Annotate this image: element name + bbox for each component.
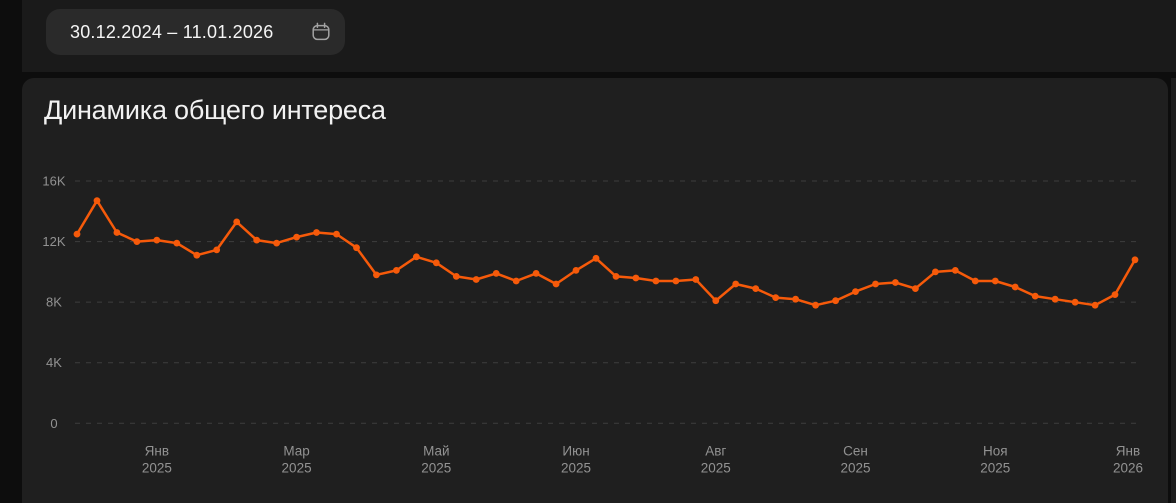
data-point[interactable] bbox=[971, 277, 979, 285]
x-axis-year-label: 2026 bbox=[1113, 461, 1143, 476]
y-axis-tick-label: 12K bbox=[42, 234, 65, 249]
chart-card: Динамика общего интереса 0 4K 8K 12K 16K Янв 2… bbox=[22, 78, 1168, 503]
data-point[interactable] bbox=[413, 253, 420, 261]
data-point[interactable] bbox=[912, 285, 919, 292]
x-axis-year-label: 2025 bbox=[840, 461, 870, 476]
data-point[interactable] bbox=[93, 197, 101, 205]
data-point[interactable] bbox=[612, 273, 620, 280]
x-axis-month-label: Ноя bbox=[983, 444, 1008, 459]
data-point[interactable] bbox=[393, 267, 400, 274]
x-axis-month-label: Янв bbox=[1116, 444, 1140, 459]
date-range-picker[interactable]: 30.12.2024 – 11.01.2026 bbox=[46, 9, 345, 55]
data-point[interactable] bbox=[373, 271, 380, 279]
data-point[interactable] bbox=[1051, 295, 1059, 303]
x-axis-year-label: 2025 bbox=[980, 461, 1010, 476]
data-point[interactable] bbox=[1111, 291, 1119, 298]
x-axis-year-label: 2025 bbox=[142, 461, 172, 476]
data-point[interactable] bbox=[572, 267, 580, 274]
data-point[interactable] bbox=[293, 233, 300, 241]
x-axis-month-label: Сен bbox=[843, 444, 868, 459]
header-bar: 30.12.2024 – 11.01.2026 bbox=[22, 0, 1176, 72]
data-point[interactable] bbox=[1031, 292, 1039, 300]
trend-line bbox=[75, 199, 1137, 307]
data-point[interactable] bbox=[991, 277, 999, 285]
y-axis-tick-label: 4K bbox=[46, 355, 62, 370]
data-point[interactable] bbox=[512, 277, 520, 285]
data-point[interactable] bbox=[732, 280, 740, 288]
data-point[interactable] bbox=[73, 230, 81, 238]
date-range-label: 30.12.2024 – 11.01.2026 bbox=[70, 21, 274, 42]
data-point[interactable] bbox=[432, 259, 440, 267]
adjacent-panel-edge bbox=[1171, 78, 1176, 503]
data-point[interactable] bbox=[951, 267, 959, 274]
data-point[interactable] bbox=[932, 268, 939, 276]
calendar-icon bbox=[310, 21, 332, 43]
data-point[interactable] bbox=[812, 301, 819, 309]
data-point[interactable] bbox=[173, 239, 181, 247]
data-point[interactable] bbox=[532, 270, 540, 277]
data-point[interactable] bbox=[313, 229, 320, 236]
chart-title: Динамика общего интереса bbox=[44, 95, 386, 125]
data-point[interactable] bbox=[133, 238, 141, 246]
data-point[interactable] bbox=[353, 244, 360, 252]
data-point[interactable] bbox=[253, 236, 261, 244]
data-point[interactable] bbox=[752, 285, 760, 292]
data-point[interactable] bbox=[832, 297, 839, 305]
data-point[interactable] bbox=[153, 236, 161, 244]
x-axis-month-label: Июн bbox=[562, 444, 589, 459]
data-point[interactable] bbox=[1131, 256, 1139, 264]
data-point[interactable] bbox=[872, 280, 879, 288]
data-point[interactable] bbox=[652, 277, 660, 285]
x-axis-month-label: Мар bbox=[283, 444, 309, 459]
data-point[interactable] bbox=[452, 273, 460, 280]
data-point[interactable] bbox=[213, 246, 221, 254]
data-point[interactable] bbox=[772, 294, 780, 301]
x-axis-month-label: Май bbox=[423, 444, 449, 459]
data-point[interactable] bbox=[692, 276, 700, 283]
x-axis-year-label: 2025 bbox=[421, 461, 451, 476]
data-point[interactable] bbox=[892, 279, 899, 286]
x-axis-month-label: Янв bbox=[145, 444, 169, 459]
data-point[interactable] bbox=[472, 276, 480, 283]
data-point[interactable] bbox=[233, 218, 241, 226]
data-point[interactable] bbox=[193, 251, 201, 259]
data-point[interactable] bbox=[113, 229, 121, 236]
data-point[interactable] bbox=[852, 288, 859, 295]
x-axis-year-label: 2025 bbox=[282, 461, 312, 476]
data-point[interactable] bbox=[1091, 301, 1099, 309]
y-axis-tick-label: 0 bbox=[50, 416, 57, 431]
data-point[interactable] bbox=[333, 230, 340, 238]
y-axis-tick-label: 8K bbox=[46, 295, 62, 310]
data-point[interactable] bbox=[712, 297, 720, 305]
data-point[interactable] bbox=[273, 239, 280, 247]
data-point[interactable] bbox=[1011, 283, 1019, 291]
y-axis-tick-label: 16K bbox=[42, 174, 65, 189]
interest-trend-chart[interactable]: 0 4K 8K 12K 16K Янв 2025 Мар 2025 Май 2025 Июн 2025 А… bbox=[22, 78, 1168, 503]
data-point[interactable] bbox=[492, 270, 500, 277]
data-point[interactable] bbox=[552, 280, 560, 288]
data-point[interactable] bbox=[632, 274, 640, 282]
data-point[interactable] bbox=[792, 295, 799, 303]
x-axis-year-label: 2025 bbox=[561, 461, 591, 476]
data-point[interactable] bbox=[592, 254, 600, 262]
x-axis-year-label: 2025 bbox=[701, 461, 731, 476]
data-point[interactable] bbox=[672, 277, 680, 285]
x-axis-month-label: Авг bbox=[705, 444, 726, 459]
data-point[interactable] bbox=[1071, 298, 1079, 306]
